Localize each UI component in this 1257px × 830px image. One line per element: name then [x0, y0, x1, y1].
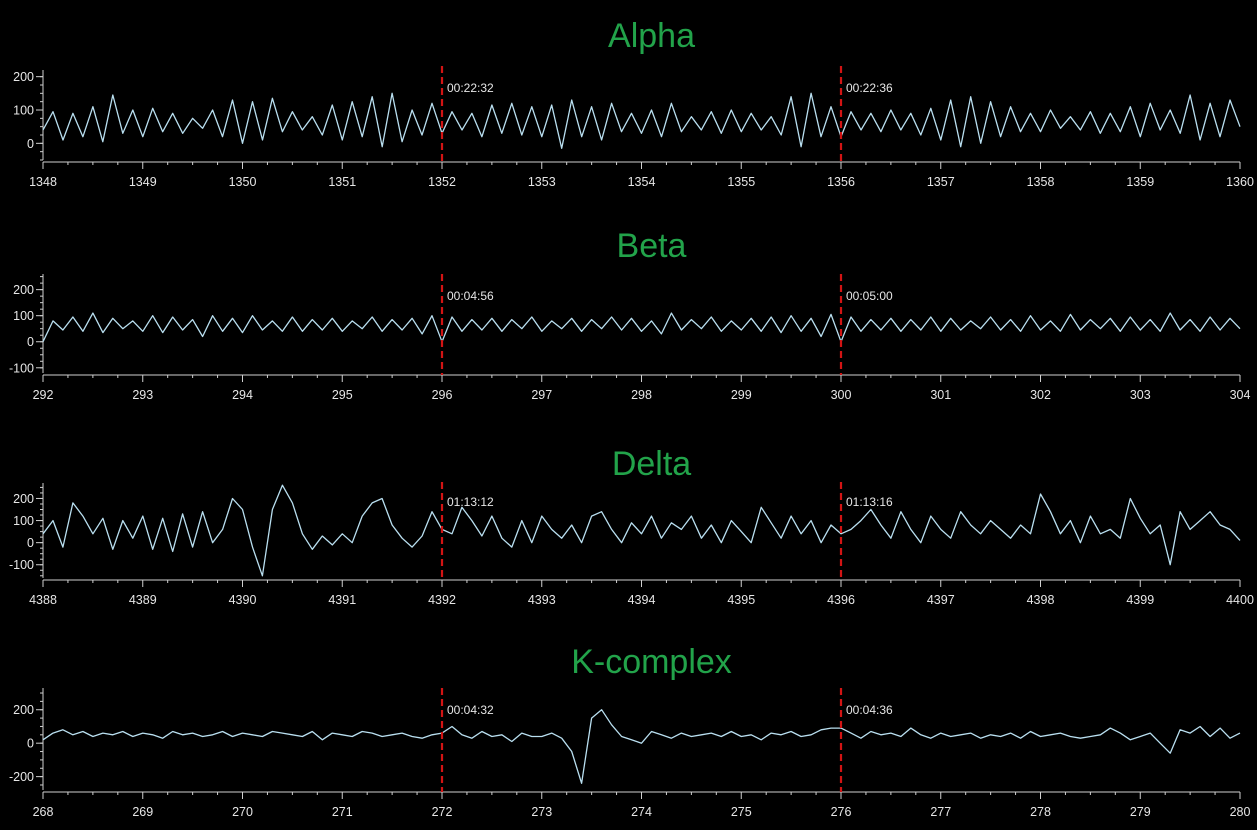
x-tick-label: 1351	[328, 175, 356, 189]
event-marker-label: 00:04:32	[447, 703, 494, 717]
y-tick-label: -100	[9, 558, 34, 572]
chart-panel-3: K-complex -200 0 200 268 269 270 271 272 273 274 27…	[9, 643, 1251, 819]
x-tick-label: 275	[731, 805, 752, 819]
x-tick-label: 4399	[1126, 593, 1154, 607]
x-tick-label: 4389	[129, 593, 157, 607]
x-tick-label: 4393	[528, 593, 556, 607]
x-tick-label: 4391	[328, 593, 356, 607]
x-tick-label: 301	[930, 388, 951, 402]
x-tick-label: 269	[132, 805, 153, 819]
x-tick-label: 304	[1230, 388, 1251, 402]
x-tick-label: 4400	[1226, 593, 1254, 607]
y-tick-label: 0	[27, 737, 34, 751]
x-tick-label: 1350	[229, 175, 257, 189]
x-tick-label: 294	[232, 388, 253, 402]
y-tick-label: -200	[9, 770, 34, 784]
y-tick-label: 200	[13, 70, 34, 84]
eeg-trace-line	[42, 312, 1241, 343]
x-tick-label: 4394	[628, 593, 656, 607]
x-tick-label: 277	[930, 805, 951, 819]
event-marker-label: 01:13:12	[447, 495, 494, 509]
x-tick-label: 1360	[1226, 175, 1254, 189]
x-tick-label: 296	[432, 388, 453, 402]
x-tick-label: 293	[132, 388, 153, 402]
event-marker-label: 00:04:36	[846, 703, 893, 717]
x-tick-label: 268	[33, 805, 54, 819]
chart-title: Alpha	[608, 17, 695, 55]
x-tick-label: 278	[1030, 805, 1051, 819]
event-marker-label: 00:05:00	[846, 289, 893, 303]
x-tick-label: 1358	[1027, 175, 1055, 189]
x-tick-label: 4392	[428, 593, 456, 607]
x-tick-label: 270	[232, 805, 253, 819]
y-tick-label: 200	[13, 703, 34, 717]
x-tick-label: 298	[631, 388, 652, 402]
x-tick-label: 1359	[1126, 175, 1154, 189]
event-marker-label: 00:22:32	[447, 81, 494, 95]
y-tick-label: 100	[13, 514, 34, 528]
x-tick-label: 1352	[428, 175, 456, 189]
x-tick-label: 279	[1130, 805, 1151, 819]
y-tick-label: 200	[13, 283, 34, 297]
x-tick-label: 271	[332, 805, 353, 819]
x-tick-label: 303	[1130, 388, 1151, 402]
x-tick-label: 302	[1030, 388, 1051, 402]
x-tick-label: 1353	[528, 175, 556, 189]
y-tick-label: 100	[13, 104, 34, 118]
x-tick-label: 4390	[229, 593, 257, 607]
y-tick-label: 100	[13, 309, 34, 323]
x-tick-label: 299	[731, 388, 752, 402]
event-marker-label: 00:22:36	[846, 81, 893, 95]
x-tick-label: 4397	[927, 593, 955, 607]
x-tick-label: 4398	[1027, 593, 1055, 607]
x-tick-label: 1349	[129, 175, 157, 189]
x-tick-label: 280	[1230, 805, 1251, 819]
x-tick-label: 4396	[827, 593, 855, 607]
y-tick-label: 200	[13, 492, 34, 506]
x-tick-label: 1354	[628, 175, 656, 189]
x-tick-label: 292	[33, 388, 54, 402]
x-tick-label: 1357	[927, 175, 955, 189]
x-tick-label: 1355	[727, 175, 755, 189]
y-tick-label: 0	[27, 137, 34, 151]
x-tick-label: 276	[831, 805, 852, 819]
y-tick-label: -100	[9, 361, 34, 375]
chart-title: Delta	[612, 445, 691, 483]
x-tick-label: 4388	[29, 593, 57, 607]
chart-panel-0: Alpha 0 100 200 1348 1349 1350 1351 1352 1353 1354…	[13, 17, 1254, 189]
x-tick-label: 274	[631, 805, 652, 819]
eeg-trace-line	[42, 709, 1241, 784]
x-tick-label: 4395	[727, 593, 755, 607]
y-tick-label: 0	[27, 335, 34, 349]
x-tick-label: 297	[531, 388, 552, 402]
event-marker-label: 01:13:16	[846, 495, 893, 509]
x-tick-label: 1348	[29, 175, 57, 189]
x-tick-label: 300	[831, 388, 852, 402]
eeg-trace-line	[42, 92, 1241, 149]
eeg-trace-line	[42, 484, 1241, 577]
x-tick-label: 295	[332, 388, 353, 402]
chart-panel-1: Beta -100 0 100 200 292 293 294 295 296 297 298 299 3…	[9, 227, 1251, 402]
chart-title: K-complex	[571, 643, 732, 681]
chart-title: Beta	[617, 227, 687, 265]
chart-panel-2: Delta -100 0 100 200 4388 4389 4390 4391 4392 4393…	[9, 445, 1254, 607]
event-marker-label: 00:04:56	[447, 289, 494, 303]
x-tick-label: 272	[432, 805, 453, 819]
y-tick-label: 0	[27, 536, 34, 550]
x-tick-label: 1356	[827, 175, 855, 189]
x-tick-label: 273	[531, 805, 552, 819]
